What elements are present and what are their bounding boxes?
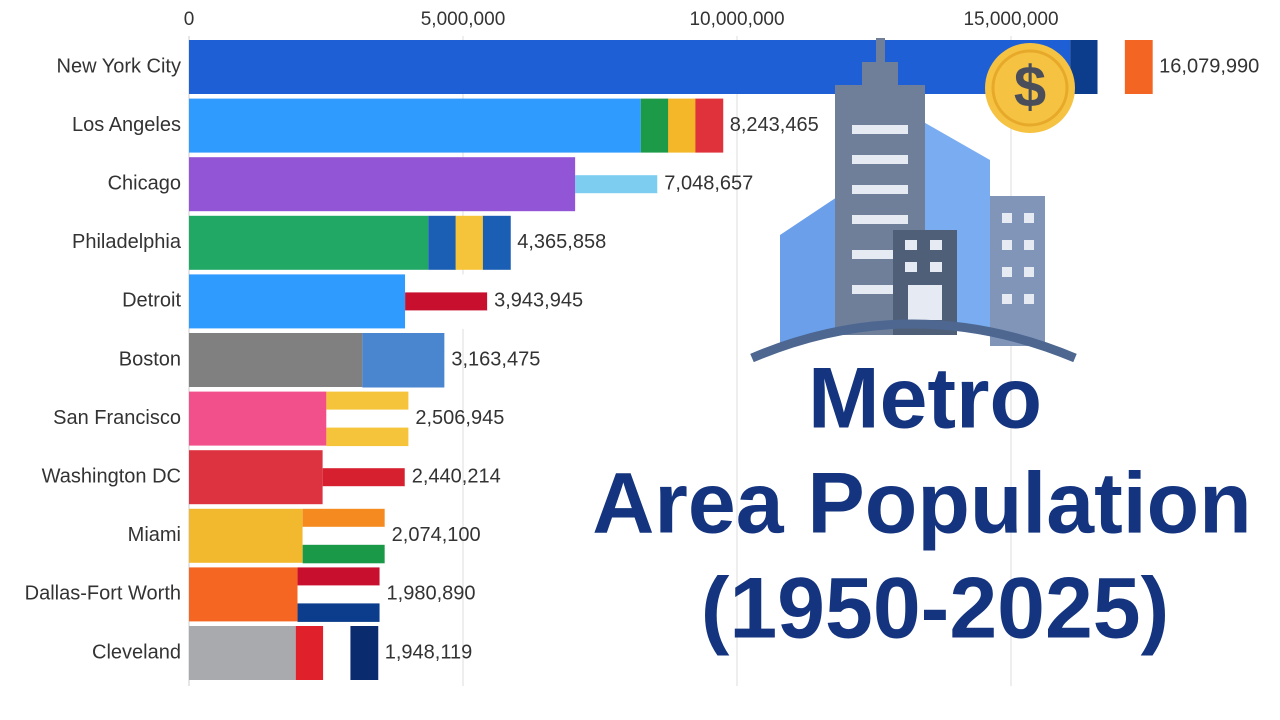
bars: New York City 16,079,990 Los Angeles 8,243,…	[25, 40, 1259, 680]
bar	[189, 98, 641, 153]
coin-symbol: $	[1014, 54, 1046, 119]
value-label: 3,163,475	[451, 348, 540, 370]
flag-stripe	[362, 369, 445, 388]
flag-stripe	[302, 526, 385, 546]
x-tick-label: 15,000,000	[963, 9, 1058, 30]
building-illustration	[750, 38, 1077, 363]
value-label: 16,079,990	[1159, 55, 1259, 77]
flag-stripe	[405, 274, 488, 293]
x-tick-label: 5,000,000	[421, 9, 506, 30]
flag-stripe	[695, 98, 724, 153]
flag-stripe	[640, 98, 669, 153]
category-label: Chicago	[108, 172, 181, 194]
bar	[189, 157, 576, 212]
bar	[189, 450, 323, 505]
bar	[189, 215, 429, 270]
category-label: San Francisco	[53, 407, 181, 429]
flag-stripe	[482, 215, 511, 270]
bar	[189, 40, 1071, 94]
flag-stripe	[322, 486, 405, 505]
flag-stripe	[326, 427, 409, 447]
bar	[189, 508, 303, 563]
flag-stripe	[1124, 40, 1153, 94]
value-label: 2,074,100	[392, 524, 481, 546]
category-label: Philadelphia	[72, 231, 182, 253]
flag-stripe	[455, 215, 484, 270]
flag-stripe	[297, 603, 380, 622]
arc	[750, 319, 1077, 363]
value-label: 2,440,214	[412, 465, 501, 487]
flag-stripe	[575, 175, 658, 194]
flag	[428, 215, 511, 270]
category-label: Dallas-Fort Worth	[25, 583, 181, 605]
flag	[302, 508, 385, 564]
category-label: Cleveland	[92, 641, 181, 663]
flag	[640, 98, 724, 153]
flag	[326, 391, 409, 447]
category-label: Detroit	[122, 290, 181, 312]
flag-stripe	[302, 544, 385, 564]
flag-stripe	[405, 310, 488, 329]
flag	[405, 274, 488, 329]
flag-stripe	[323, 626, 351, 680]
flag-stripe	[302, 508, 385, 528]
x-tick-label: 10,000,000	[689, 9, 784, 30]
flag-stripe	[322, 450, 405, 469]
flag-stripe	[575, 193, 658, 212]
flag	[297, 567, 380, 622]
flag-stripe	[297, 585, 380, 604]
tower-antenna	[876, 38, 885, 64]
value-label: 8,243,465	[730, 114, 819, 136]
flag	[575, 157, 658, 212]
flag-stripe	[428, 215, 457, 270]
chart-title: (1950-2025)	[701, 561, 1170, 657]
category-label: New York City	[57, 55, 182, 77]
flag	[322, 450, 405, 505]
chart-title: Metro	[808, 351, 1042, 447]
category-label: Washington DC	[42, 465, 181, 487]
building-left	[780, 195, 840, 345]
flag-stripe	[405, 292, 488, 311]
flag	[1070, 40, 1153, 94]
flag-stripe	[322, 468, 405, 487]
bar	[189, 391, 327, 446]
bar	[189, 626, 296, 680]
coin-circle	[985, 43, 1075, 133]
flag-stripe	[326, 391, 409, 411]
building-small	[990, 196, 1045, 346]
coin: $	[985, 43, 1075, 133]
category-label: Los Angeles	[72, 114, 181, 136]
value-label: 7,048,657	[664, 172, 753, 194]
chart-title: Area Population	[592, 456, 1251, 552]
flag-stripe	[575, 157, 658, 176]
flag-stripe	[350, 626, 379, 680]
value-label: 4,365,858	[517, 231, 606, 253]
value-label: 3,943,945	[494, 290, 583, 312]
flag-stripe	[297, 567, 380, 586]
flag-stripe	[1097, 40, 1126, 94]
flag	[362, 333, 445, 388]
value-label: 1,948,119	[385, 641, 473, 663]
tower-top	[862, 62, 898, 87]
value-label: 1,980,890	[387, 583, 476, 605]
flag-stripe	[362, 351, 445, 370]
flag-stripe	[362, 333, 445, 352]
category-label: Miami	[128, 524, 181, 546]
value-label: 2,506,945	[415, 407, 504, 429]
x-tick-label: 0	[184, 9, 195, 30]
bar	[189, 333, 363, 387]
coin-rim	[991, 49, 1069, 127]
bar	[189, 274, 406, 329]
flag-stripe	[668, 98, 696, 153]
category-label: Boston	[119, 348, 181, 370]
windows	[852, 125, 1034, 304]
flag-stripe	[295, 626, 324, 680]
flag	[295, 626, 379, 680]
flag-stripe	[326, 409, 409, 429]
bar	[189, 567, 298, 622]
